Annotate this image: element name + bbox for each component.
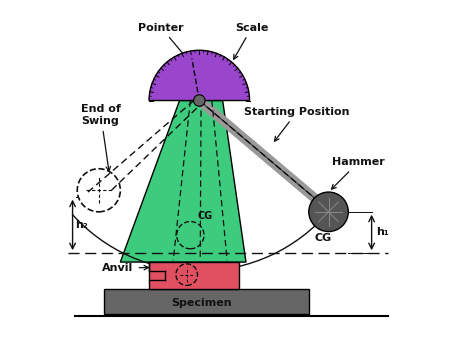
Circle shape: [309, 192, 348, 232]
Text: CG: CG: [198, 211, 213, 221]
Text: h₁: h₁: [376, 228, 389, 237]
Text: CG: CG: [315, 233, 332, 243]
Text: Starting Position: Starting Position: [244, 107, 350, 141]
Text: Specimen: Specimen: [171, 298, 231, 308]
Polygon shape: [120, 101, 246, 262]
Text: Pointer: Pointer: [138, 23, 186, 57]
Bar: [149, 262, 239, 289]
Text: End of
Swing: End of Swing: [81, 104, 121, 171]
Circle shape: [193, 95, 205, 106]
Bar: [104, 289, 309, 314]
Text: Scale: Scale: [234, 23, 269, 59]
Wedge shape: [149, 50, 250, 101]
Text: Anvil: Anvil: [102, 263, 148, 273]
Text: Hammer: Hammer: [331, 157, 385, 189]
Text: h₂: h₂: [75, 220, 88, 230]
